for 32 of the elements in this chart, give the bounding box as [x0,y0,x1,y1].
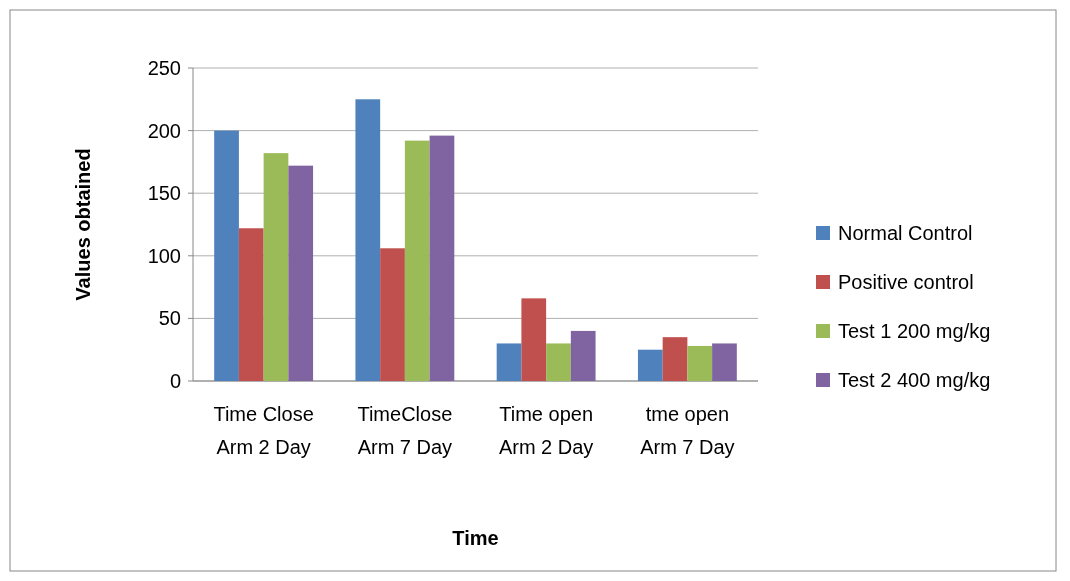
bar [662,337,688,381]
x-tick-label: TimeClose Arm 7 Day [357,403,453,458]
bar [637,349,663,381]
bar [687,345,713,381]
bar [288,165,314,381]
bar [521,298,547,381]
x-tick-label: Time Close Arm 2 Day [213,403,314,458]
bar [214,130,239,381]
bar [380,248,405,381]
x-tick-label: tme open Arm 7 Day [640,403,735,458]
x-axis-title: Time [452,527,499,549]
bar [429,135,455,381]
legend-label: Positive control [838,271,974,293]
y-tick-label: 0 [169,370,181,392]
bar [546,343,571,381]
y-tick-label: 150 [147,182,181,205]
bar [355,99,381,381]
y-tick-label: 250 [147,57,181,79]
y-tick-label: 50 [158,307,181,330]
y-axis-title: Values obtained [72,148,94,301]
x-tick-label: Time open Arm 2 Day [498,403,594,458]
bar [263,153,289,381]
bar [712,343,737,381]
bar [404,140,430,381]
bar [238,228,264,381]
legend-label: Normal Control [838,222,973,244]
y-tick-label: 100 [147,244,181,267]
legend-label: Test 1 200 mg/kg [838,320,991,342]
legend-label: Test 2 400 mg/kg [838,369,991,391]
bar [496,343,522,381]
bar [570,330,596,381]
y-tick-label: 200 [147,119,181,142]
